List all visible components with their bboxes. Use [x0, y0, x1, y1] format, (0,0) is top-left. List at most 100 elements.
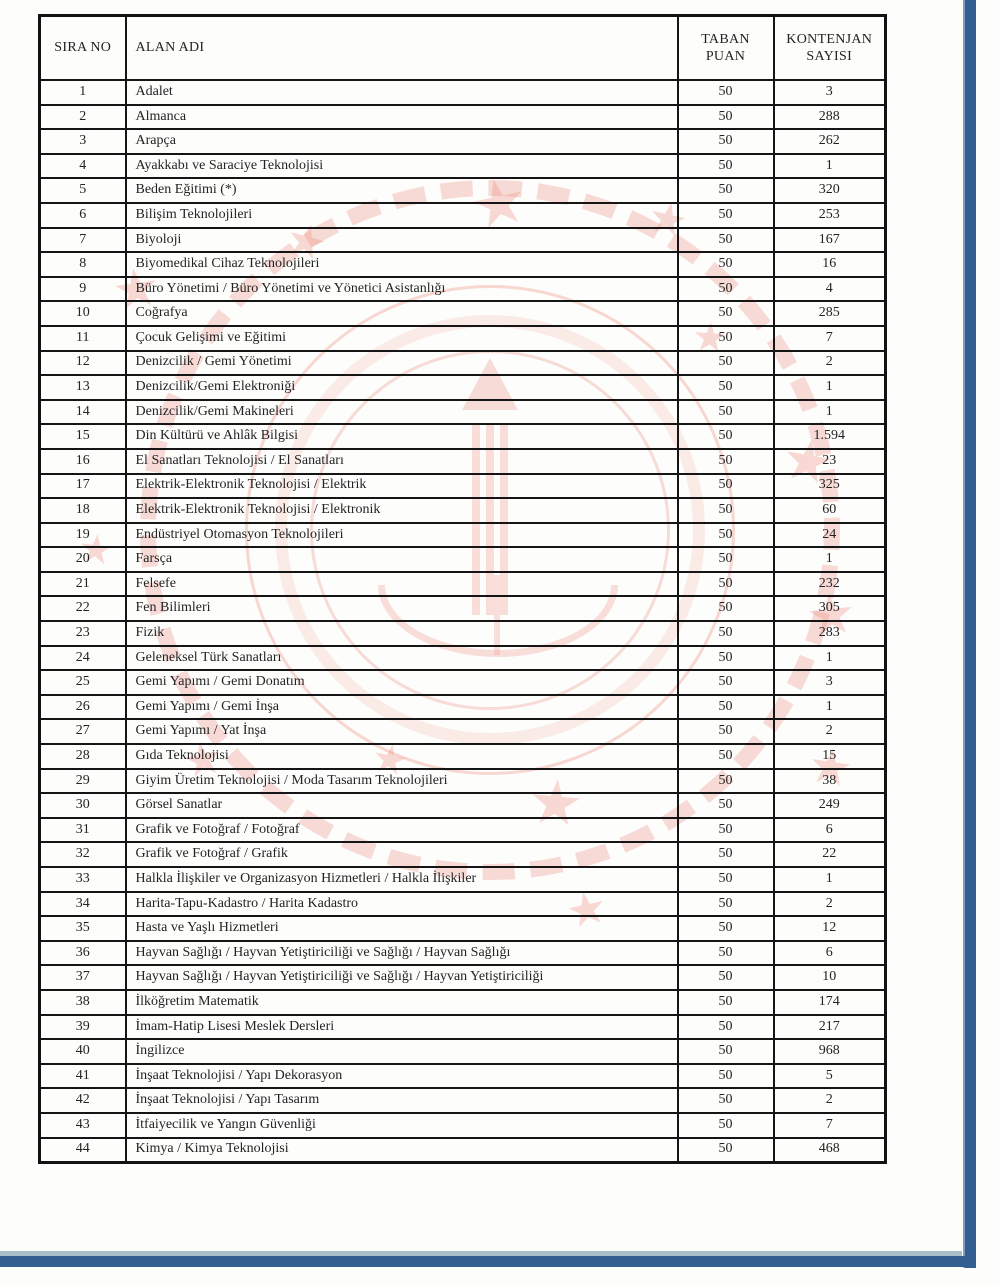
- sira-no-cell: 10: [38, 300, 127, 327]
- alan-adi-cell: Din Kültürü ve Ahlâk Bilgisi: [124, 423, 679, 450]
- kontenjan-sayisi-cell: 174: [772, 988, 887, 1016]
- alan-adi-cell: Biyomedikal Cihaz Teknolojileri: [124, 251, 679, 278]
- table-body: 1 Adalet 50 3 2 Almanca 50 288 3 Arapça 50 262 4 Ayak…: [38, 79, 887, 1164]
- kontenjan-sayisi-cell: 1: [772, 693, 887, 721]
- kontenjan-sayisi-cell: 3: [772, 669, 887, 696]
- alan-adi-cell: Görsel Sanatlar: [124, 792, 679, 819]
- alan-adi-cell: İlköğretim Matematik: [124, 988, 679, 1016]
- quota-table: SIRA NO ALAN ADI TABAN PUAN KONTENJAN SAYIS…: [38, 14, 887, 1165]
- kontenjan-sayisi-cell: 1: [772, 374, 887, 401]
- kontenjan-sayisi-cell: 1: [772, 866, 887, 893]
- sira-no-cell: 38: [38, 988, 127, 1016]
- table-row: 16 El Sanatları Teknolojisi / El Sanatlar…: [38, 447, 887, 475]
- kontenjan-sayisi-cell: 2: [772, 890, 887, 918]
- sira-no-cell: 19: [38, 521, 127, 549]
- table-row: 10 Coğrafya 50 285: [38, 300, 887, 327]
- alan-adi-cell: Kimya / Kimya Teknolojisi: [124, 1136, 679, 1164]
- alan-adi-cell: Ayakkabı ve Saraciye Teknolojisi: [124, 152, 679, 180]
- kontenjan-sayisi-cell: 5: [772, 1062, 887, 1090]
- sira-no-cell: 22: [38, 595, 127, 623]
- taban-puan-cell: 50: [676, 570, 775, 598]
- sira-no-cell: 11: [38, 324, 127, 352]
- taban-puan-cell: 50: [676, 939, 775, 967]
- taban-puan-cell: 50: [676, 890, 775, 918]
- table-row: 42 İnşaat Teknolojisi / Yapı Tasarım 50 2: [38, 1087, 887, 1114]
- taban-puan-cell: 50: [676, 152, 775, 180]
- sira-no-cell: 31: [38, 816, 127, 844]
- kontenjan-sayisi-cell: 217: [772, 1013, 887, 1041]
- taban-puan-cell: 50: [676, 472, 775, 500]
- kontenjan-sayisi-cell: 16: [772, 251, 887, 278]
- alan-adi-cell: Fen Bilimleri: [124, 595, 679, 623]
- kontenjan-sayisi-cell: 1: [772, 546, 887, 573]
- taban-puan-cell: 50: [676, 374, 775, 401]
- alan-adi-cell: Bilişim Teknolojileri: [124, 201, 679, 229]
- kontenjan-sayisi-cell: 4: [772, 275, 887, 303]
- alan-adi-cell: Grafik ve Fotoğraf / Grafik: [124, 841, 679, 868]
- taban-puan-cell: 50: [676, 595, 775, 623]
- sira-no-cell: 44: [38, 1136, 127, 1164]
- alan-adi-cell: Hasta ve Yaşlı Hizmetleri: [124, 915, 679, 942]
- alan-adi-cell: Denizcilik/Gemi Elektroniği: [124, 374, 679, 401]
- sira-no-cell: 34: [38, 890, 127, 918]
- sira-no-cell: 37: [38, 964, 127, 991]
- table-row: 17 Elektrik-Elektronik Teknolojisi / Elek…: [38, 472, 887, 500]
- kontenjan-sayisi-cell: 6: [772, 816, 887, 844]
- taban-puan-cell: 50: [676, 669, 775, 696]
- alan-adi-header: ALAN ADI: [124, 14, 679, 81]
- kontenjan-sayisi-cell: 262: [772, 128, 887, 155]
- table-row: 24 Geleneksel Türk Sanatları 50 1: [38, 644, 887, 672]
- kontenjan-sayisi-cell: 24: [772, 521, 887, 549]
- taban-puan-cell: 50: [676, 1111, 775, 1139]
- sira-no-cell: 36: [38, 939, 127, 967]
- sira-no-cell: 2: [38, 103, 127, 131]
- kontenjan-sayisi-cell: 167: [772, 226, 887, 254]
- taban-puan-cell: 50: [676, 300, 775, 327]
- kontenjan-sayisi-cell: 320: [772, 177, 887, 204]
- kontenjan-sayisi-cell: 38: [772, 767, 887, 795]
- kontenjan-sayisi-cell: 12: [772, 915, 887, 942]
- alan-adi-cell: Halkla İlişkiler ve Organizasyon Hizmetl…: [124, 866, 679, 893]
- taban-puan-cell: 50: [676, 915, 775, 942]
- taban-puan-cell: 50: [676, 620, 775, 647]
- sira-no-cell: 21: [38, 570, 127, 598]
- table-row: 30 Görsel Sanatlar 50 249: [38, 792, 887, 819]
- table-row: 44 Kimya / Kimya Teknolojisi 50 468: [38, 1136, 887, 1164]
- alan-adi-cell: Almanca: [124, 103, 679, 131]
- taban-puan-cell: 50: [676, 1136, 775, 1164]
- alan-adi-cell: Gemi Yapımı / Yat İnşa: [124, 718, 679, 746]
- alan-adi-cell: İnşaat Teknolojisi / Yapı Tasarım: [124, 1087, 679, 1114]
- sira-no-cell: 12: [38, 349, 127, 377]
- alan-adi-cell: Grafik ve Fotoğraf / Fotoğraf: [124, 816, 679, 844]
- page-frame-bottom-light-rule: [0, 1251, 962, 1256]
- table-row: 6 Bilişim Teknolojileri 50 253: [38, 201, 887, 229]
- taban-puan-cell: 50: [676, 226, 775, 254]
- kontenjan-sayisi-cell: 7: [772, 1111, 887, 1139]
- alan-adi-cell: Elektrik-Elektronik Teknolojisi / Elektr…: [124, 472, 679, 500]
- sira-no-cell: 1: [38, 79, 127, 106]
- taban-puan-cell: 50: [676, 521, 775, 549]
- sira-no-cell: 39: [38, 1013, 127, 1041]
- sira-no-cell: 33: [38, 866, 127, 893]
- kontenjan-sayisi-cell: 1: [772, 644, 887, 672]
- table-row: 28 Gıda Teknolojisi 50 15: [38, 743, 887, 770]
- alan-adi-cell: Beden Eğitimi (*): [124, 177, 679, 204]
- table-row: 18 Elektrik-Elektronik Teknolojisi / Elek…: [38, 497, 887, 524]
- kontenjan-sayisi-cell: 288: [772, 103, 887, 131]
- taban-puan-cell: 50: [676, 841, 775, 868]
- taban-puan-cell: 50: [676, 201, 775, 229]
- sira-no-cell: 26: [38, 693, 127, 721]
- sira-no-cell: 3: [38, 128, 127, 155]
- alan-adi-cell: El Sanatları Teknolojisi / El Sanatları: [124, 447, 679, 475]
- alan-adi-cell: Denizcilik / Gemi Yönetimi: [124, 349, 679, 377]
- taban-puan-cell: 50: [676, 644, 775, 672]
- kontenjan-sayisi-header: KONTENJAN SAYISI: [772, 14, 887, 81]
- table-row: 41 İnşaat Teknolojisi / Yapı Dekorasyon 50…: [38, 1062, 887, 1090]
- sira-no-cell: 9: [38, 275, 127, 303]
- table-row: 3 Arapça 50 262: [38, 128, 887, 155]
- sira-no-cell: 8: [38, 251, 127, 278]
- table-header: SIRA NO ALAN ADI TABAN PUAN KONTENJAN SAYIS…: [38, 14, 887, 81]
- sira-no-cell: 42: [38, 1087, 127, 1114]
- sira-no-cell: 18: [38, 497, 127, 524]
